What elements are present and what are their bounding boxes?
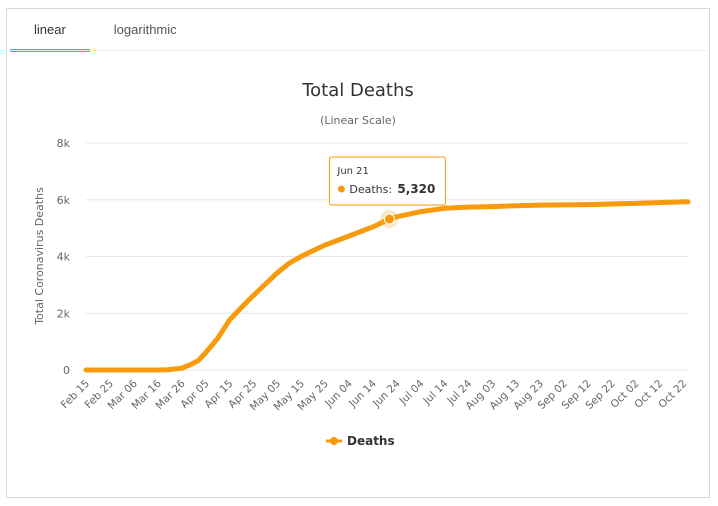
chart-subtitle: (Linear Scale) [320,114,396,127]
y-tick-label: 6k [57,194,71,207]
legend-label-deaths[interactable]: Deaths [347,434,395,448]
tooltip-label: Deaths: [349,183,392,196]
y-tick-label: 8k [57,137,71,150]
tooltip: Jun 21 Deaths: 5,320 [328,156,446,206]
legend-marker [330,437,338,445]
tooltip-date: Jun 21 [336,166,369,177]
chart-container [6,8,710,498]
legend[interactable]: Deaths [326,434,395,448]
highlight-point[interactable] [383,213,395,225]
chart-title: Total Deaths [301,80,414,101]
x-tick-label: Jul 14 [420,377,450,407]
tabs-divider [10,50,708,51]
tooltip-series-dot [337,185,345,193]
tooltip-value: 5,320 [397,182,435,196]
tooltip-box [328,156,446,206]
y-tick-label: 4k [57,251,71,264]
x-tick-label: Jul 04 [397,377,427,407]
series-line-deaths [83,199,691,373]
y-axis-label: Total Coronavirus Deaths [33,187,46,326]
y-tick-label: 2k [57,307,71,320]
y-tick-label: 0 [63,364,70,377]
tab-logarithmic[interactable]: logarithmic [113,22,177,37]
